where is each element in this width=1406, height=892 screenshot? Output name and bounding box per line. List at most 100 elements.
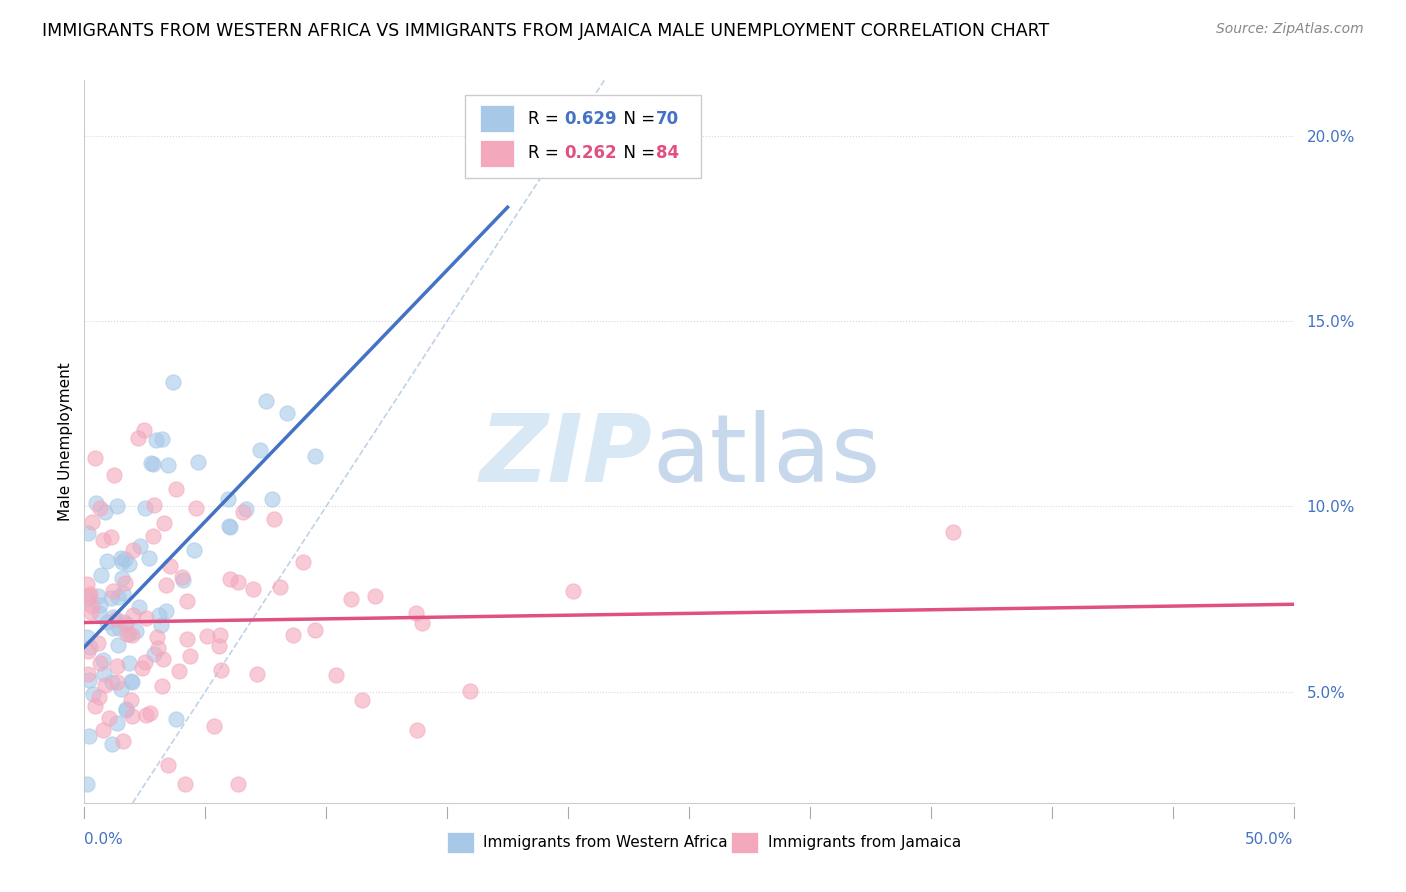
Point: [142, 648, 165, 662]
Point: [76, 630, 98, 644]
Point: [77, 644, 100, 658]
Point: [209, 628, 232, 642]
Point: [134, 655, 156, 669]
Point: [111, 734, 134, 748]
Text: 84: 84: [657, 145, 679, 162]
Point: [157, 458, 180, 473]
Point: [135, 611, 157, 625]
Point: [232, 505, 254, 519]
Point: [105, 500, 128, 514]
Point: [406, 723, 429, 738]
Point: [112, 615, 135, 629]
Point: [208, 639, 231, 653]
Point: [121, 607, 143, 622]
Point: [87, 589, 110, 603]
Text: Immigrants from Western Africa: Immigrants from Western Africa: [484, 835, 728, 850]
Point: [118, 656, 141, 670]
Text: atlas: atlas: [652, 410, 882, 502]
Point: [128, 539, 150, 553]
Point: [79, 640, 101, 654]
Point: [281, 628, 304, 642]
Point: [242, 582, 264, 596]
Point: [89, 598, 111, 612]
Point: [304, 624, 326, 638]
Point: [96, 554, 118, 568]
Point: [125, 624, 148, 639]
Point: [142, 529, 165, 543]
Point: [187, 455, 209, 469]
Point: [197, 629, 219, 643]
Point: [411, 616, 433, 631]
Point: [100, 591, 122, 605]
Point: [165, 483, 187, 497]
Point: [134, 500, 156, 515]
Point: [152, 651, 174, 665]
Point: [146, 640, 169, 655]
Point: [118, 557, 141, 571]
Point: [77, 729, 100, 743]
Point: [97, 711, 120, 725]
Point: [76, 577, 98, 591]
Text: IMMIGRANTS FROM WESTERN AFRICA VS IMMIGRANTS FROM JAMAICA MALE UNEMPLOYMENT CORR: IMMIGRANTS FROM WESTERN AFRICA VS IMMIGR…: [42, 22, 1049, 40]
Point: [209, 664, 232, 678]
Point: [121, 675, 143, 690]
Point: [942, 525, 965, 540]
Point: [111, 555, 134, 569]
Point: [111, 586, 134, 600]
Point: [269, 580, 291, 594]
Point: [128, 599, 150, 614]
Point: [101, 621, 124, 635]
Point: [172, 570, 194, 584]
Point: [100, 530, 122, 544]
Point: [148, 608, 170, 623]
Point: [172, 573, 194, 587]
Bar: [479, 105, 513, 132]
Point: [141, 456, 163, 470]
Point: [292, 555, 315, 569]
Point: [304, 449, 326, 463]
Point: [79, 587, 101, 601]
Point: [325, 667, 347, 681]
Point: [179, 649, 201, 664]
Point: [246, 666, 269, 681]
Point: [101, 738, 124, 752]
Text: 50.0%: 50.0%: [1246, 832, 1294, 847]
FancyBboxPatch shape: [465, 95, 702, 178]
Point: [115, 627, 138, 641]
Point: [340, 591, 363, 606]
Point: [142, 457, 165, 471]
Point: [561, 583, 583, 598]
Text: 0.0%: 0.0%: [84, 832, 124, 847]
Text: Source: ZipAtlas.com: Source: ZipAtlas.com: [1216, 22, 1364, 37]
Point: [107, 659, 129, 673]
Point: [82, 515, 104, 529]
Point: [176, 632, 198, 647]
Point: [159, 559, 181, 574]
Point: [91, 653, 114, 667]
Point: [84, 450, 107, 465]
Point: [364, 589, 387, 603]
Point: [115, 702, 138, 716]
Point: [118, 627, 141, 641]
Text: ZIP: ZIP: [479, 410, 652, 502]
Point: [120, 673, 142, 688]
Bar: [447, 831, 474, 854]
Point: [108, 621, 131, 635]
Point: [219, 572, 242, 586]
Point: [91, 723, 114, 737]
Text: 70: 70: [657, 110, 679, 128]
Point: [162, 376, 184, 390]
Point: [84, 698, 107, 713]
Point: [80, 605, 103, 619]
Point: [120, 692, 142, 706]
Point: [110, 551, 132, 566]
Point: [87, 636, 110, 650]
Point: [155, 577, 177, 591]
Point: [262, 491, 284, 506]
Point: [76, 777, 98, 791]
Point: [226, 777, 249, 791]
Point: [103, 468, 125, 483]
Text: N =: N =: [613, 110, 661, 128]
Point: [405, 607, 427, 621]
Point: [80, 599, 103, 614]
